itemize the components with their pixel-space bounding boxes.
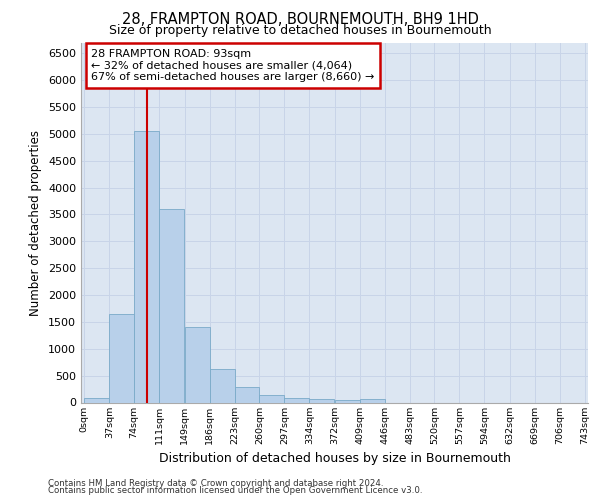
Bar [259, 395, 284, 402]
Bar [360, 399, 385, 402]
Bar [335, 400, 360, 402]
Bar [209, 369, 235, 402]
Bar [284, 398, 309, 402]
Bar [85, 398, 109, 402]
X-axis label: Distribution of detached houses by size in Bournemouth: Distribution of detached houses by size … [158, 452, 511, 465]
Bar [185, 326, 209, 402]
Bar [134, 130, 159, 402]
Text: 28 FRAMPTON ROAD: 93sqm
← 32% of detached houses are smaller (4,064)
67% of semi: 28 FRAMPTON ROAD: 93sqm ← 32% of detache… [91, 49, 374, 82]
Bar [235, 387, 259, 402]
Y-axis label: Number of detached properties: Number of detached properties [29, 130, 43, 316]
Bar [109, 314, 134, 402]
Text: Size of property relative to detached houses in Bournemouth: Size of property relative to detached ho… [109, 24, 491, 37]
Text: Contains public sector information licensed under the Open Government Licence v3: Contains public sector information licen… [48, 486, 422, 495]
Bar [159, 209, 184, 402]
Text: 28, FRAMPTON ROAD, BOURNEMOUTH, BH9 1HD: 28, FRAMPTON ROAD, BOURNEMOUTH, BH9 1HD [122, 12, 478, 26]
Text: Contains HM Land Registry data © Crown copyright and database right 2024.: Contains HM Land Registry data © Crown c… [48, 478, 383, 488]
Bar [309, 399, 334, 402]
